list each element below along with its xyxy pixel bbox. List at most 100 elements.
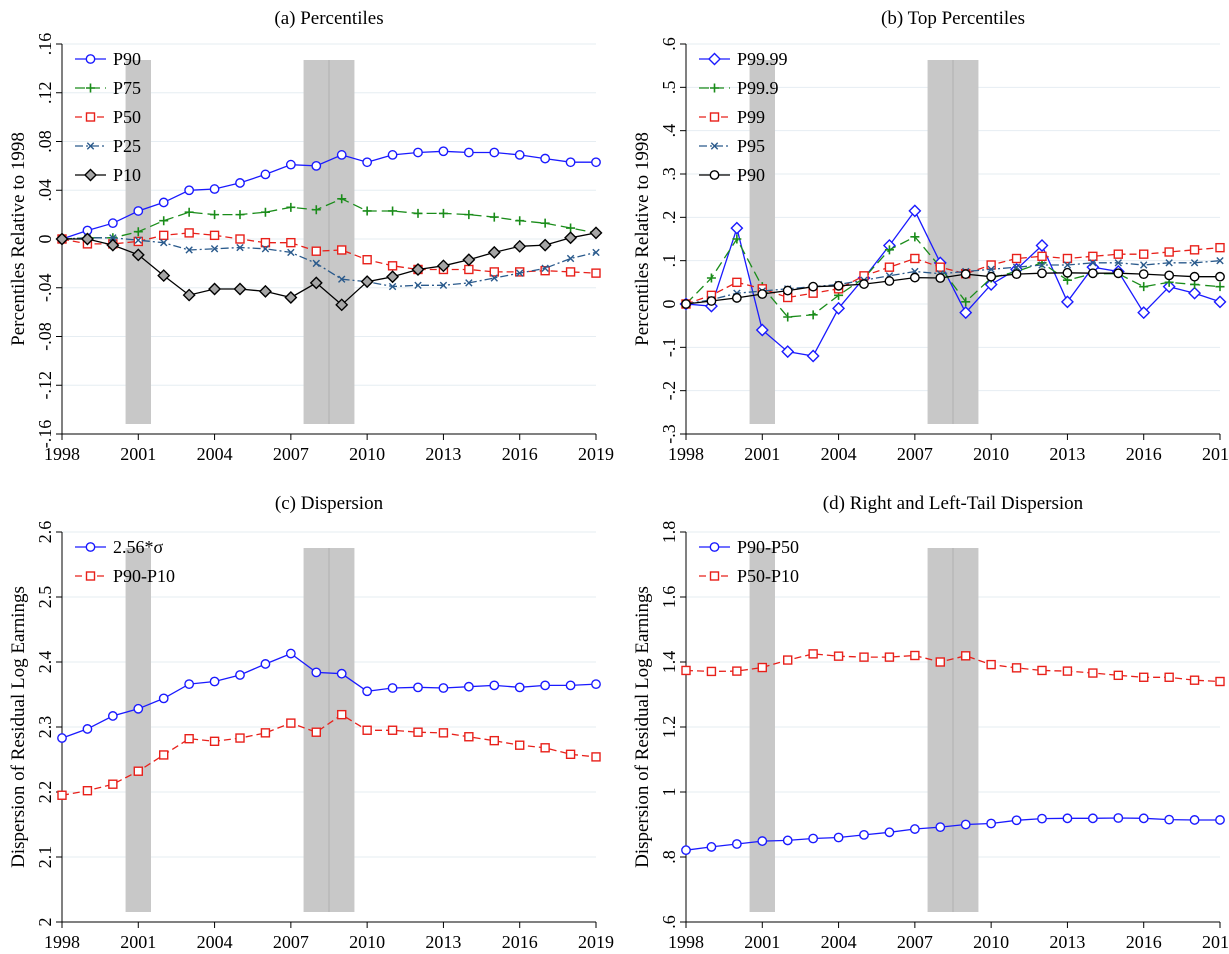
y-tick-label: .2 — [659, 211, 679, 225]
data-point — [1189, 815, 1200, 825]
y-tick-label: 1 — [659, 788, 679, 797]
y-tick-label: .1 — [659, 254, 679, 268]
data-point — [285, 159, 296, 170]
data-point — [987, 265, 995, 274]
x-tick-label: 2010 — [973, 444, 1009, 464]
data-point — [516, 269, 524, 277]
data-point — [465, 279, 473, 287]
data-point — [464, 264, 474, 275]
data-point — [185, 246, 193, 254]
y-tick-label: .4 — [659, 124, 679, 138]
data-point — [909, 824, 920, 834]
x-tick-label: 2019 — [1202, 932, 1229, 952]
data-point — [286, 718, 296, 728]
data-point — [884, 245, 894, 255]
legend-marker — [85, 54, 96, 64]
data-point — [1213, 295, 1227, 309]
data-point — [157, 269, 171, 283]
data-point — [388, 282, 397, 291]
data-point — [514, 150, 525, 160]
series-p10 — [55, 226, 603, 312]
data-point — [731, 839, 742, 849]
legend-marker — [709, 571, 720, 581]
data-point — [961, 297, 971, 307]
data-point — [487, 245, 501, 259]
y-tick-label: -.12 — [35, 371, 55, 400]
data-point — [438, 683, 449, 693]
data-point — [884, 652, 895, 662]
data-point — [681, 845, 691, 856]
y-axis-label: Percentiles Relative to 1998 — [632, 132, 653, 346]
x-tick-label: 2019 — [578, 932, 614, 952]
x-tick-label: 2007 — [273, 444, 309, 464]
y-tick-label: -.16 — [35, 420, 55, 449]
data-point — [82, 786, 93, 796]
data-point — [387, 261, 398, 271]
data-point — [565, 267, 576, 277]
data-point — [961, 651, 971, 661]
x-tick-label: 1998 — [668, 444, 704, 464]
data-point — [387, 725, 398, 735]
y-tick-label: 1.4 — [659, 651, 679, 674]
legend-marker — [710, 142, 719, 150]
data-point — [489, 212, 499, 222]
data-point — [1113, 249, 1123, 259]
data-point — [235, 670, 245, 680]
data-point — [1089, 259, 1097, 267]
y-tick-label: 0 — [659, 300, 679, 309]
data-point — [209, 736, 220, 746]
data-point — [413, 208, 423, 218]
data-point — [287, 248, 295, 257]
data-point — [159, 216, 169, 226]
x-tick-label: 2013 — [425, 444, 461, 464]
data-point — [311, 205, 321, 215]
data-point — [808, 281, 819, 292]
data-point — [133, 236, 143, 247]
data-point — [909, 272, 920, 283]
data-point — [387, 150, 398, 160]
data-point — [235, 178, 245, 188]
data-point — [565, 749, 576, 759]
data-point — [337, 709, 347, 720]
data-point — [57, 733, 67, 743]
data-point — [462, 253, 476, 267]
x-tick-label: 2013 — [1049, 444, 1085, 464]
data-point — [1138, 813, 1149, 824]
data-point — [1188, 286, 1202, 300]
data-point — [566, 223, 576, 233]
legend-entry: P50-P10 — [737, 566, 799, 586]
data-point — [286, 202, 296, 212]
data-point — [935, 273, 946, 283]
data-point — [1113, 268, 1124, 279]
x-tick-label: 2001 — [120, 444, 156, 464]
data-point — [235, 733, 245, 743]
data-point — [260, 207, 270, 217]
data-point — [236, 243, 244, 252]
data-point — [489, 680, 500, 691]
data-point — [1164, 814, 1175, 825]
data-point — [935, 822, 946, 832]
data-point — [362, 206, 372, 216]
data-point — [80, 232, 94, 246]
legend-entry: P99.9 — [737, 78, 779, 98]
data-point — [260, 169, 271, 180]
legend: P90-P50 P50-P10 — [699, 537, 799, 586]
data-point — [131, 248, 145, 262]
x-tick-label: 2007 — [897, 444, 933, 464]
data-point — [490, 274, 498, 282]
data-point — [960, 269, 971, 279]
x-tick-label: 2010 — [973, 932, 1009, 952]
data-point — [986, 260, 996, 270]
x-tick-label: 2016 — [1126, 444, 1162, 464]
data-point — [757, 836, 768, 846]
data-point — [706, 842, 717, 852]
data-point — [1037, 268, 1047, 279]
data-point — [261, 245, 270, 253]
series-line — [685, 653, 1221, 683]
series-line — [61, 232, 597, 274]
data-point — [158, 197, 169, 208]
series-line — [685, 209, 1221, 357]
data-point — [210, 210, 220, 220]
data-point — [133, 703, 144, 714]
x-tick-label: 1998 — [44, 444, 80, 464]
